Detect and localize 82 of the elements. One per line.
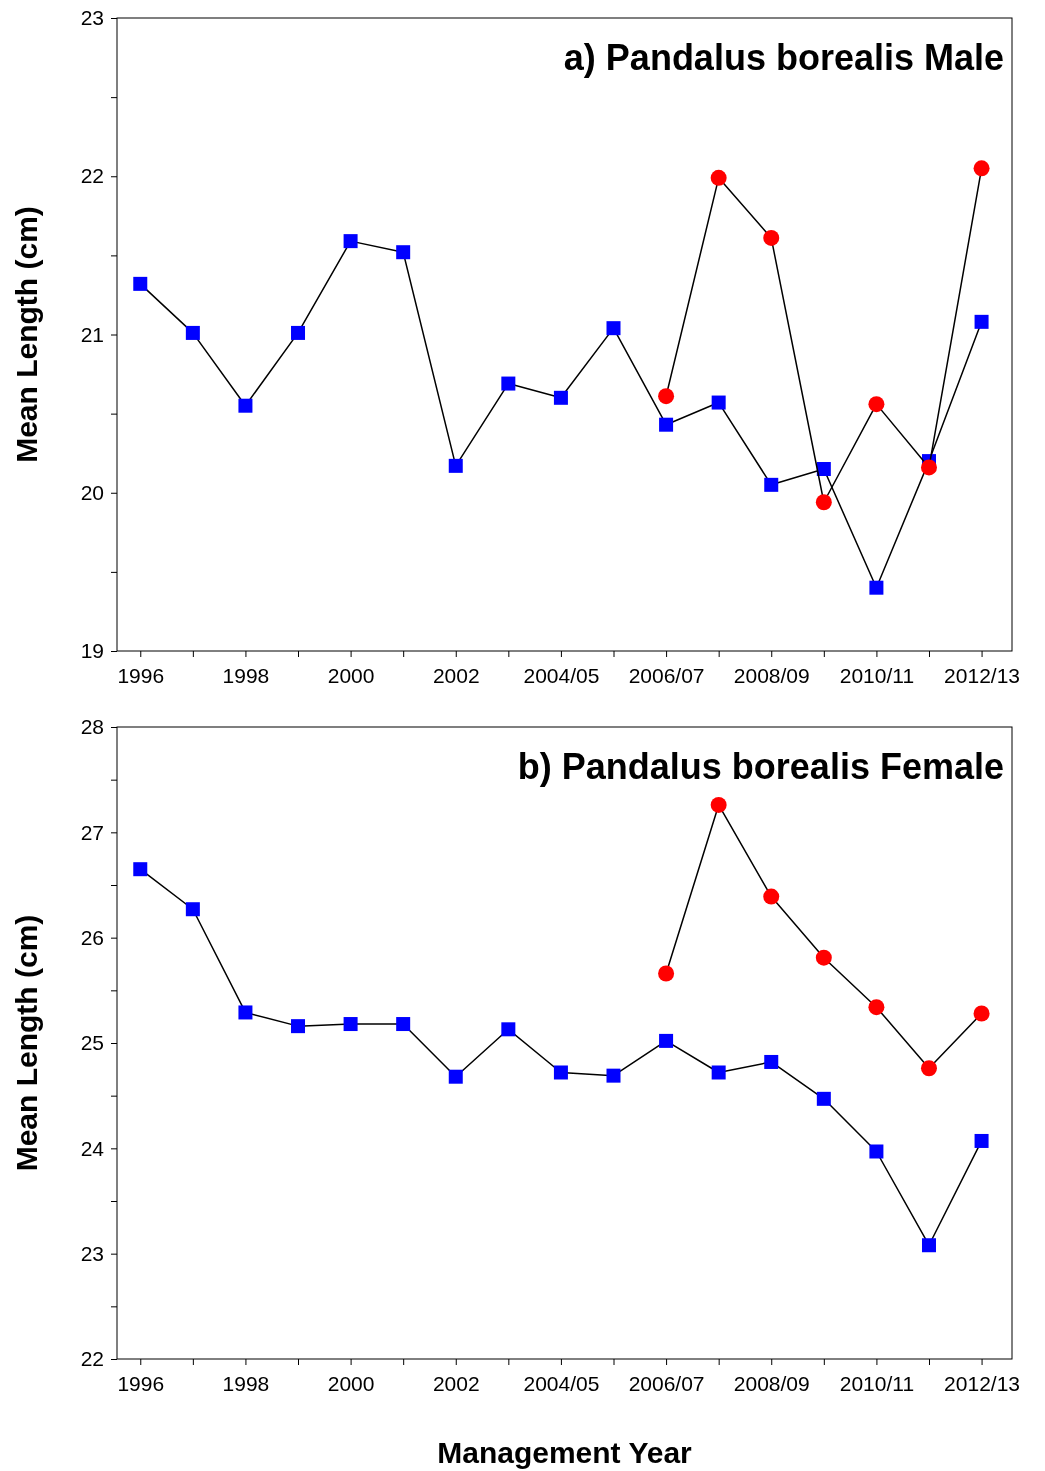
y-tick-label: 24 [80, 1136, 105, 1160]
point [658, 965, 675, 982]
point [869, 580, 884, 595]
y-tick-label: 23 [80, 6, 104, 30]
point [659, 417, 674, 432]
point [816, 1091, 831, 1106]
y-tick-label: 21 [80, 322, 104, 346]
point [185, 325, 200, 340]
y-axis-title: Mean Length (cm) [10, 206, 43, 463]
point [133, 862, 148, 877]
point [185, 902, 200, 917]
text: b) Pandalus borealis Female [517, 746, 1004, 787]
x-tick-label: 2012/13 [944, 1372, 1021, 1396]
point [710, 796, 727, 813]
x-tick-label: 2008/09 [733, 664, 810, 688]
point [921, 1238, 936, 1253]
point [869, 1144, 884, 1159]
point [396, 245, 411, 260]
point [448, 1069, 463, 1084]
point [973, 160, 990, 177]
x-tick-label: 1998 [222, 1372, 270, 1396]
point [396, 1017, 411, 1032]
point [764, 1054, 779, 1069]
point [553, 390, 568, 405]
y-axis-title: Mean Length (cm) [10, 914, 43, 1172]
point [763, 888, 780, 905]
point [291, 325, 306, 340]
point [606, 1068, 621, 1083]
y-tick-label: 22 [80, 164, 104, 188]
x-axis-title: Management Year [437, 1436, 693, 1469]
x-tick-label: 2008/09 [733, 1372, 810, 1396]
x-tick-label: 2010/11 [839, 1372, 915, 1396]
point [868, 999, 885, 1016]
point [553, 1065, 568, 1080]
x-tick-label: 2006/07 [628, 664, 705, 688]
point [868, 396, 885, 413]
point [920, 1060, 937, 1077]
x-tick-label: 2000 [327, 1372, 375, 1396]
point [974, 314, 989, 329]
point [710, 169, 727, 186]
point [606, 321, 621, 336]
point [238, 398, 253, 413]
point [291, 1019, 306, 1034]
point [973, 1005, 990, 1022]
y-tick-label: 27 [80, 820, 104, 844]
x-tick-label: 1996 [117, 664, 165, 688]
x-tick-label: 2000 [327, 664, 375, 688]
y-tick-label: 28 [80, 715, 104, 739]
y-tick-label: 20 [80, 480, 104, 504]
y-tick-label: 19 [80, 639, 104, 663]
x-tick-label: 1996 [117, 1372, 165, 1396]
y-tick-label: 25 [80, 1031, 104, 1055]
point [659, 1033, 674, 1048]
y-tick-label: 22 [80, 1347, 104, 1371]
point [711, 1065, 726, 1080]
point [133, 276, 148, 291]
text: a) Pandalus borealis Male [563, 37, 1004, 78]
point [815, 494, 832, 511]
y-tick-label: 23 [80, 1241, 104, 1265]
x-tick-label: 2010/11 [839, 664, 915, 688]
x-tick-label: 2006/07 [628, 1372, 705, 1396]
point [815, 949, 832, 966]
point [920, 459, 937, 476]
x-tick-label: 2004/05 [523, 1372, 600, 1396]
point [501, 1022, 516, 1037]
point [974, 1133, 989, 1148]
point [763, 229, 780, 246]
point [343, 1017, 358, 1032]
x-tick-label: 2012/13 [944, 664, 1021, 688]
x-tick-label: 2002 [432, 664, 480, 688]
y-tick-label: 26 [80, 925, 104, 949]
x-tick-label: 1998 [222, 664, 270, 688]
point [816, 462, 831, 477]
point [448, 458, 463, 473]
point [501, 376, 516, 391]
point [343, 234, 358, 249]
x-tick-label: 2002 [432, 1372, 480, 1396]
point [238, 1005, 253, 1020]
point [711, 395, 726, 410]
x-tick-label: 2004/05 [523, 664, 600, 688]
point [658, 388, 675, 405]
point [764, 477, 779, 492]
